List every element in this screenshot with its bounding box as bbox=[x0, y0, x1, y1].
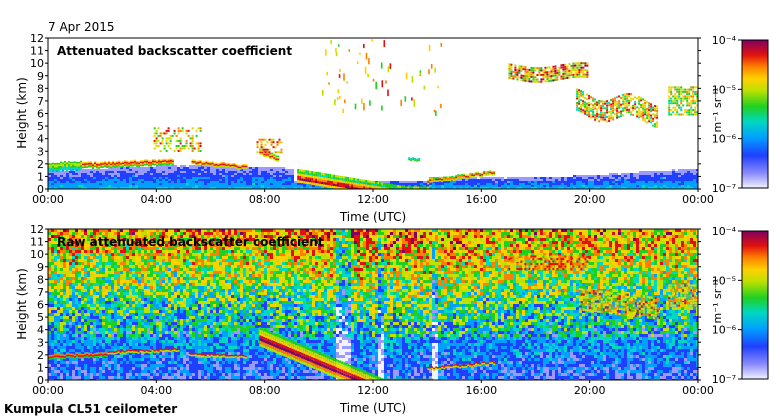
y-tick-label: 12 bbox=[30, 223, 44, 236]
y-tick-label: 3 bbox=[37, 145, 44, 158]
y-tick-label: 2 bbox=[37, 158, 44, 171]
heatmap-attenuated bbox=[48, 38, 698, 189]
y-tick-label: 6 bbox=[37, 299, 44, 312]
y-tick-label: 1 bbox=[37, 170, 44, 183]
x-tick-label: 00:00 bbox=[32, 384, 64, 397]
y-tick-label: 4 bbox=[37, 324, 44, 337]
x-tick-label: 12:00 bbox=[357, 384, 389, 397]
x-tick-label: 00:00 bbox=[32, 193, 64, 206]
x-axis-label: Time (UTC) bbox=[339, 401, 406, 415]
x-tick-label: 04:00 bbox=[140, 193, 172, 206]
y-tick-label: 8 bbox=[37, 273, 44, 286]
colorbar-tick-label: 10⁻⁶ bbox=[712, 324, 737, 337]
y-tick-label: 7 bbox=[37, 95, 44, 108]
x-tick-label: 08:00 bbox=[249, 384, 281, 397]
colorbar: 10⁻⁷ 10⁻⁶ 10⁻⁵ 10⁻⁴ m⁻¹ sr⁻¹ bbox=[711, 34, 769, 195]
y-tick-label: 9 bbox=[37, 261, 44, 274]
y-tick-label: 8 bbox=[37, 82, 44, 95]
colorbar-tick-label: 10⁻⁶ bbox=[712, 133, 737, 146]
x-tick-label: 16:00 bbox=[465, 193, 497, 206]
y-tick-label: 5 bbox=[37, 311, 44, 324]
colorbar-tick-label: 10⁻⁵ bbox=[712, 83, 736, 96]
date-label: 7 Apr 2015 bbox=[48, 20, 115, 34]
x-axis-label: Time (UTC) bbox=[339, 210, 406, 224]
footer-label: Kumpula CL51 ceilometer bbox=[4, 402, 177, 416]
colorbar-tick-label: 10⁻⁴ bbox=[712, 34, 737, 47]
y-tick-label: 11 bbox=[30, 236, 44, 249]
y-tick-label: 2 bbox=[37, 349, 44, 362]
colorbar-unit: m⁻¹ sr⁻¹ bbox=[711, 279, 724, 324]
y-tick-label: 12 bbox=[30, 32, 44, 45]
colorbar-gradient bbox=[741, 230, 769, 380]
x-tick-label: 12:00 bbox=[357, 193, 389, 206]
colorbar-tick-label: 10⁻⁷ bbox=[712, 182, 736, 195]
colorbar-tick-label: 10⁻⁷ bbox=[712, 373, 736, 386]
y-tick-label: 10 bbox=[30, 57, 44, 70]
colorbar: 10⁻⁷ 10⁻⁶ 10⁻⁵ 10⁻⁴ m⁻¹ sr⁻¹ bbox=[711, 225, 769, 386]
x-tick-label: 08:00 bbox=[249, 193, 281, 206]
x-tick-label: 16:00 bbox=[465, 384, 497, 397]
y-tick-label: 3 bbox=[37, 336, 44, 349]
y-tick-label: 4 bbox=[37, 133, 44, 146]
x-axis-ticks: 00:00 04:00 08:00 12:00 16:00 20:00 00:00 bbox=[32, 380, 714, 397]
colorbar-tick-label: 10⁻⁴ bbox=[712, 225, 737, 238]
x-tick-label: 00:00 bbox=[682, 384, 714, 397]
colorbar-tick-label: 10⁻⁵ bbox=[712, 274, 736, 287]
y-tick-label: 11 bbox=[30, 45, 44, 58]
y-tick-label: 10 bbox=[30, 248, 44, 261]
y-tick-label: 9 bbox=[37, 70, 44, 83]
y-tick-label: 7 bbox=[37, 286, 44, 299]
y-axis-label: Height (km) bbox=[15, 77, 29, 148]
x-axis-ticks: 00:00 04:00 08:00 12:00 16:00 20:00 00:00 bbox=[32, 189, 714, 206]
x-tick-label: 00:00 bbox=[682, 193, 714, 206]
x-tick-label: 20:00 bbox=[574, 193, 606, 206]
y-tick-label: 0 bbox=[37, 374, 44, 387]
x-tick-label: 20:00 bbox=[574, 384, 606, 397]
y-tick-label: 6 bbox=[37, 108, 44, 121]
y-axis-label: Height (km) bbox=[15, 268, 29, 339]
y-tick-label: 0 bbox=[37, 183, 44, 196]
panel-title: Attenuated backscatter coefficient bbox=[57, 44, 292, 58]
y-tick-label: 1 bbox=[37, 361, 44, 374]
colorbar-gradient bbox=[741, 39, 769, 189]
colorbar-unit: m⁻¹ sr⁻¹ bbox=[711, 88, 724, 133]
y-tick-label: 5 bbox=[37, 120, 44, 133]
panel-title: Raw attenuated backscatter coefficient bbox=[57, 235, 324, 249]
x-tick-label: 04:00 bbox=[140, 384, 172, 397]
heatmap-raw bbox=[48, 229, 698, 380]
